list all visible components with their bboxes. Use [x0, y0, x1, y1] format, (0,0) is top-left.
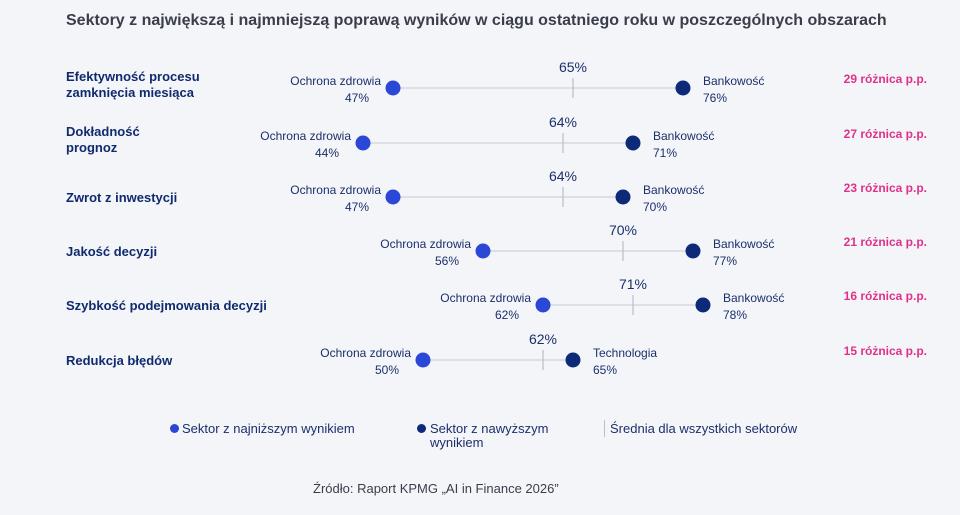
difference-label: 29 różnica p.p. [844, 72, 927, 86]
high-point [675, 80, 691, 96]
low-point [535, 297, 551, 313]
high-value-label: 77% [713, 254, 737, 268]
low-value-label: 62% [495, 308, 519, 322]
mean-value-label: 64% [549, 114, 577, 130]
difference-label: 16 różnica p.p. [844, 289, 927, 303]
mean-value-label: 65% [559, 59, 587, 75]
low-point [385, 189, 401, 205]
high-value-label: 70% [643, 200, 667, 214]
high-sector-label: Bankowość [703, 74, 764, 88]
low-sector-label: Ochrona zdrowia [320, 346, 411, 360]
high-value-label: 65% [593, 363, 617, 377]
high-point [625, 135, 641, 151]
source-note: Źródło: Raport KPMG „AI in Finance 2026” [313, 481, 559, 496]
low-value-label: 56% [435, 254, 459, 268]
low-point [475, 243, 491, 259]
low-value-label: 44% [315, 146, 339, 160]
category-label: Jakość decyzji [66, 244, 157, 259]
category-label: prognoz [66, 140, 118, 155]
difference-label: 23 różnica p.p. [844, 181, 927, 195]
high-point [565, 352, 581, 368]
low-sector-label: Ochrona zdrowia [260, 129, 351, 143]
high-point [685, 243, 701, 259]
high-sector-label: Bankowość [653, 129, 714, 143]
high-sector-label: Bankowość [723, 291, 784, 305]
high-value-label: 78% [723, 308, 747, 322]
low-value-label: 50% [375, 363, 399, 377]
low-point [415, 352, 431, 368]
low-point [355, 135, 371, 151]
category-label: Dokładność [66, 124, 140, 139]
high-value-label: 76% [703, 91, 727, 105]
category-label: Szybkość podejmowania decyzji [66, 298, 267, 313]
high-point [695, 297, 711, 313]
mean-value-label: 71% [619, 276, 647, 292]
high-sector-label: Bankowość [713, 237, 774, 251]
difference-label: 27 różnica p.p. [844, 127, 927, 141]
chart-title: Sektory z największą i najmniejszą popra… [66, 12, 887, 29]
mean-value-label: 62% [529, 331, 557, 347]
difference-label: 21 różnica p.p. [844, 235, 927, 249]
high-point [615, 189, 631, 205]
category-label: Zwrot z inwestycji [66, 190, 177, 205]
low-value-label: 47% [345, 91, 369, 105]
high-sector-label: Technologia [593, 346, 657, 360]
low-sector-label: Ochrona zdrowia [380, 237, 471, 251]
low-sector-label: Ochrona zdrowia [290, 74, 381, 88]
low-value-label: 47% [345, 200, 369, 214]
high-sector-label: Bankowość [643, 183, 704, 197]
low-sector-label: Ochrona zdrowia [440, 291, 531, 305]
low-point [385, 80, 401, 96]
high-value-label: 71% [653, 146, 677, 160]
category-label: Efektywność procesu [66, 69, 200, 84]
mean-value-label: 70% [609, 222, 637, 238]
category-label: Redukcja błędów [66, 353, 173, 368]
category-label: zamknięcia miesiąca [66, 85, 195, 100]
mean-value-label: 64% [549, 168, 577, 184]
low-sector-label: Ochrona zdrowia [290, 183, 381, 197]
difference-label: 15 różnica p.p. [844, 344, 927, 358]
